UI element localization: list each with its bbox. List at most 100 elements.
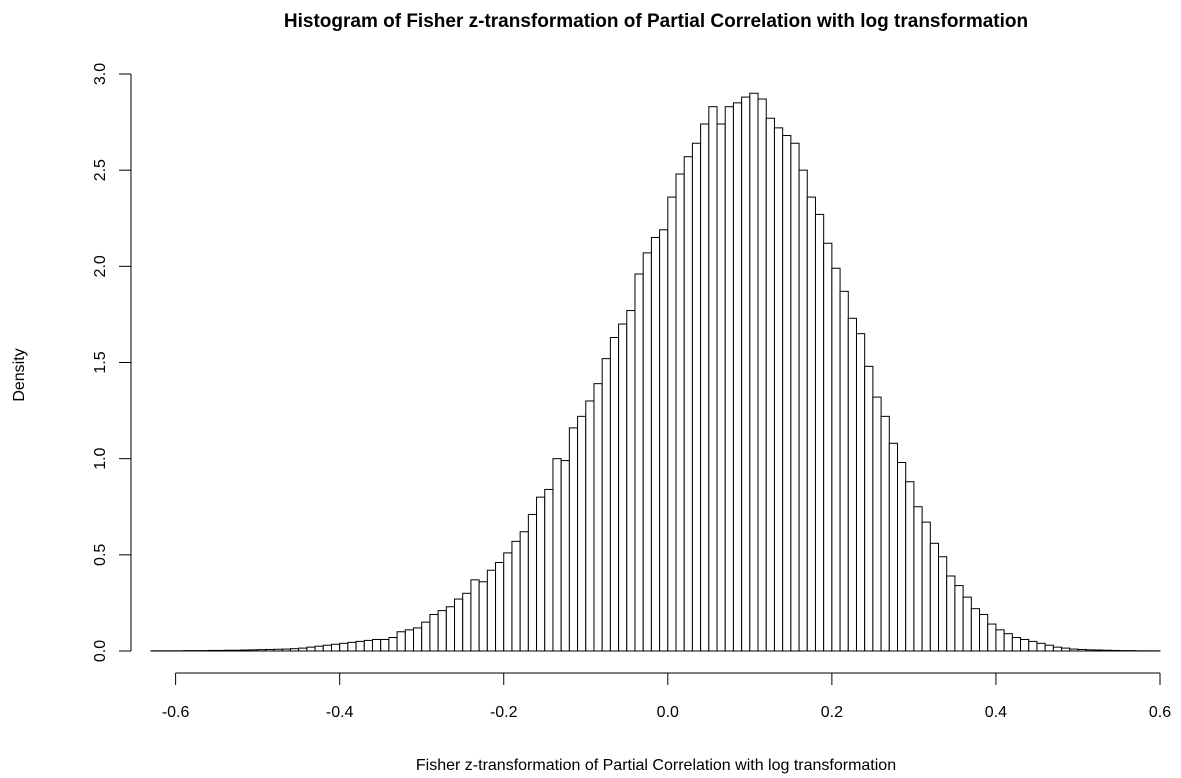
bar (601, 358, 611, 652)
bar (634, 273, 644, 652)
y-tick-label: 2.5 (92, 159, 109, 181)
bar (511, 540, 521, 652)
bar (1028, 640, 1038, 652)
y-tick-label: 1.0 (92, 447, 109, 469)
bar (995, 629, 1005, 652)
bar (938, 556, 948, 652)
bar (462, 592, 472, 652)
bar (265, 648, 275, 652)
bar (478, 581, 488, 652)
y-tick-label: 2.0 (92, 255, 109, 277)
bar (700, 123, 710, 652)
bar (880, 415, 890, 652)
bar (1093, 649, 1104, 652)
bar (1011, 637, 1022, 652)
bar (486, 569, 497, 652)
bar (1102, 649, 1112, 652)
bar (921, 521, 931, 652)
bar (650, 236, 661, 652)
y-tick-label: 0.5 (92, 544, 109, 566)
y-tick-label: 3.0 (92, 63, 109, 85)
x-tick-label: -0.2 (490, 704, 518, 721)
bar (675, 173, 685, 652)
bar (642, 252, 652, 652)
bar (281, 648, 291, 652)
bar (314, 645, 324, 652)
bar (896, 462, 907, 652)
bar (503, 552, 513, 652)
bar (708, 106, 718, 652)
bar (527, 513, 538, 652)
bar (273, 648, 283, 652)
bar (347, 641, 357, 652)
bar (248, 649, 259, 652)
bar (823, 242, 833, 652)
bar (741, 96, 751, 652)
bar (1069, 648, 1079, 652)
bar (962, 596, 972, 652)
x-tick-label: 0.4 (985, 704, 1007, 721)
bar (240, 649, 250, 652)
bar (289, 648, 300, 652)
bar (749, 92, 759, 652)
bar (790, 142, 800, 652)
bar (724, 106, 734, 652)
bar (396, 631, 406, 652)
bar (544, 488, 554, 652)
bar (618, 323, 628, 652)
bar (429, 613, 439, 652)
bar (560, 460, 570, 652)
bar (224, 649, 234, 652)
x-tick-label: 0.2 (821, 704, 843, 721)
bar (232, 649, 242, 652)
bar (979, 613, 989, 652)
bar (216, 649, 226, 652)
bar (445, 606, 456, 652)
bar (355, 640, 365, 652)
bar (552, 458, 562, 652)
bar (380, 638, 390, 652)
bar (593, 383, 603, 652)
bar (388, 637, 398, 652)
bar (1003, 633, 1013, 652)
bar (864, 365, 874, 652)
bar (929, 542, 940, 652)
bar (363, 639, 373, 652)
bar (1036, 642, 1046, 652)
bar (519, 531, 529, 652)
bar (946, 575, 956, 652)
bar (330, 643, 341, 652)
bar (413, 627, 423, 652)
bar (667, 196, 677, 652)
bar (568, 427, 579, 652)
bar (207, 649, 218, 652)
bar (1061, 647, 1071, 652)
bar (691, 142, 702, 652)
bar (495, 562, 505, 652)
bar (421, 621, 431, 652)
bar (847, 317, 857, 652)
bar (782, 135, 792, 652)
bar (577, 415, 587, 652)
bar (970, 608, 981, 652)
bar (954, 585, 964, 652)
x-tick-label: 0.0 (657, 704, 679, 721)
x-tick-label: -0.6 (162, 704, 190, 721)
bar (888, 442, 898, 652)
bar (1110, 649, 1120, 652)
chart-title: Histogram of Fisher z-transformation of … (284, 11, 1028, 32)
bar (659, 229, 669, 652)
x-axis-label: Fisher z-transformation of Partial Corre… (416, 757, 896, 774)
bar (454, 598, 464, 652)
bar (732, 102, 743, 652)
bar (1052, 646, 1063, 652)
bar (306, 646, 316, 652)
bar (913, 506, 923, 652)
y-tick-label: 0.0 (92, 640, 109, 662)
bar (1044, 644, 1054, 652)
bar (585, 400, 595, 652)
y-tick-label: 1.5 (92, 351, 109, 373)
x-tick-label: -0.4 (326, 704, 354, 721)
bar (626, 310, 636, 652)
